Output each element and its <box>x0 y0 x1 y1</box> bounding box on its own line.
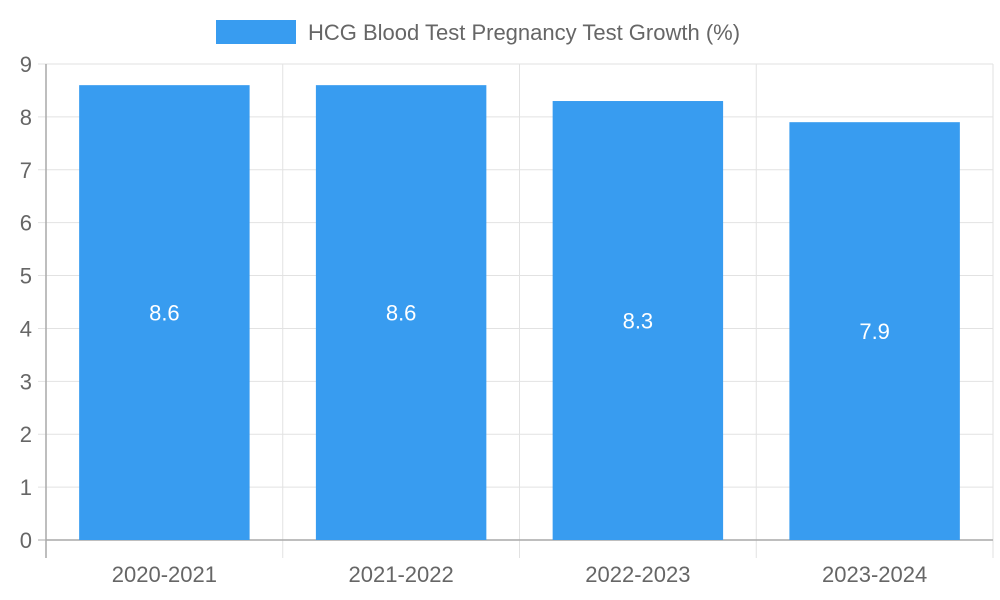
x-axis-ticks: 2020-2021 2021-2022 2022-2023 2023-2024 <box>112 562 927 587</box>
y-tick-label: 6 <box>20 211 32 236</box>
y-tick-label: 3 <box>20 369 32 394</box>
legend-swatch[interactable] <box>216 20 296 44</box>
data-label: 8.6 <box>386 301 417 326</box>
y-tick-label: 1 <box>20 475 32 500</box>
data-labels: 8.6 8.6 8.3 7.9 <box>149 301 890 345</box>
legend-label[interactable]: HCG Blood Test Pregnancy Test Growth (%) <box>308 20 740 45</box>
x-tick-label: 2023-2024 <box>822 562 927 587</box>
data-label: 8.3 <box>623 309 654 334</box>
y-tick-label: 4 <box>20 316 32 341</box>
data-label: 7.9 <box>859 319 890 344</box>
bar[interactable] <box>789 122 960 540</box>
y-tick-label: 0 <box>20 528 32 553</box>
data-label: 8.6 <box>149 301 180 326</box>
x-tick-label: 2022-2023 <box>585 562 690 587</box>
y-tick-label: 5 <box>20 264 32 289</box>
x-tick-label: 2020-2021 <box>112 562 217 587</box>
bars <box>79 85 960 541</box>
x-tick-label: 2021-2022 <box>349 562 454 587</box>
bar[interactable] <box>79 85 250 541</box>
y-tick-label: 7 <box>20 158 32 183</box>
y-tick-label: 9 <box>20 52 32 77</box>
bar[interactable] <box>552 101 724 541</box>
y-tick-label: 2 <box>20 422 32 447</box>
bar[interactable] <box>315 85 487 541</box>
y-axis-ticks: 0 1 2 3 4 5 6 7 8 9 <box>20 52 32 553</box>
legend[interactable]: HCG Blood Test Pregnancy Test Growth (%) <box>216 20 740 45</box>
y-tick-label: 8 <box>20 105 32 130</box>
